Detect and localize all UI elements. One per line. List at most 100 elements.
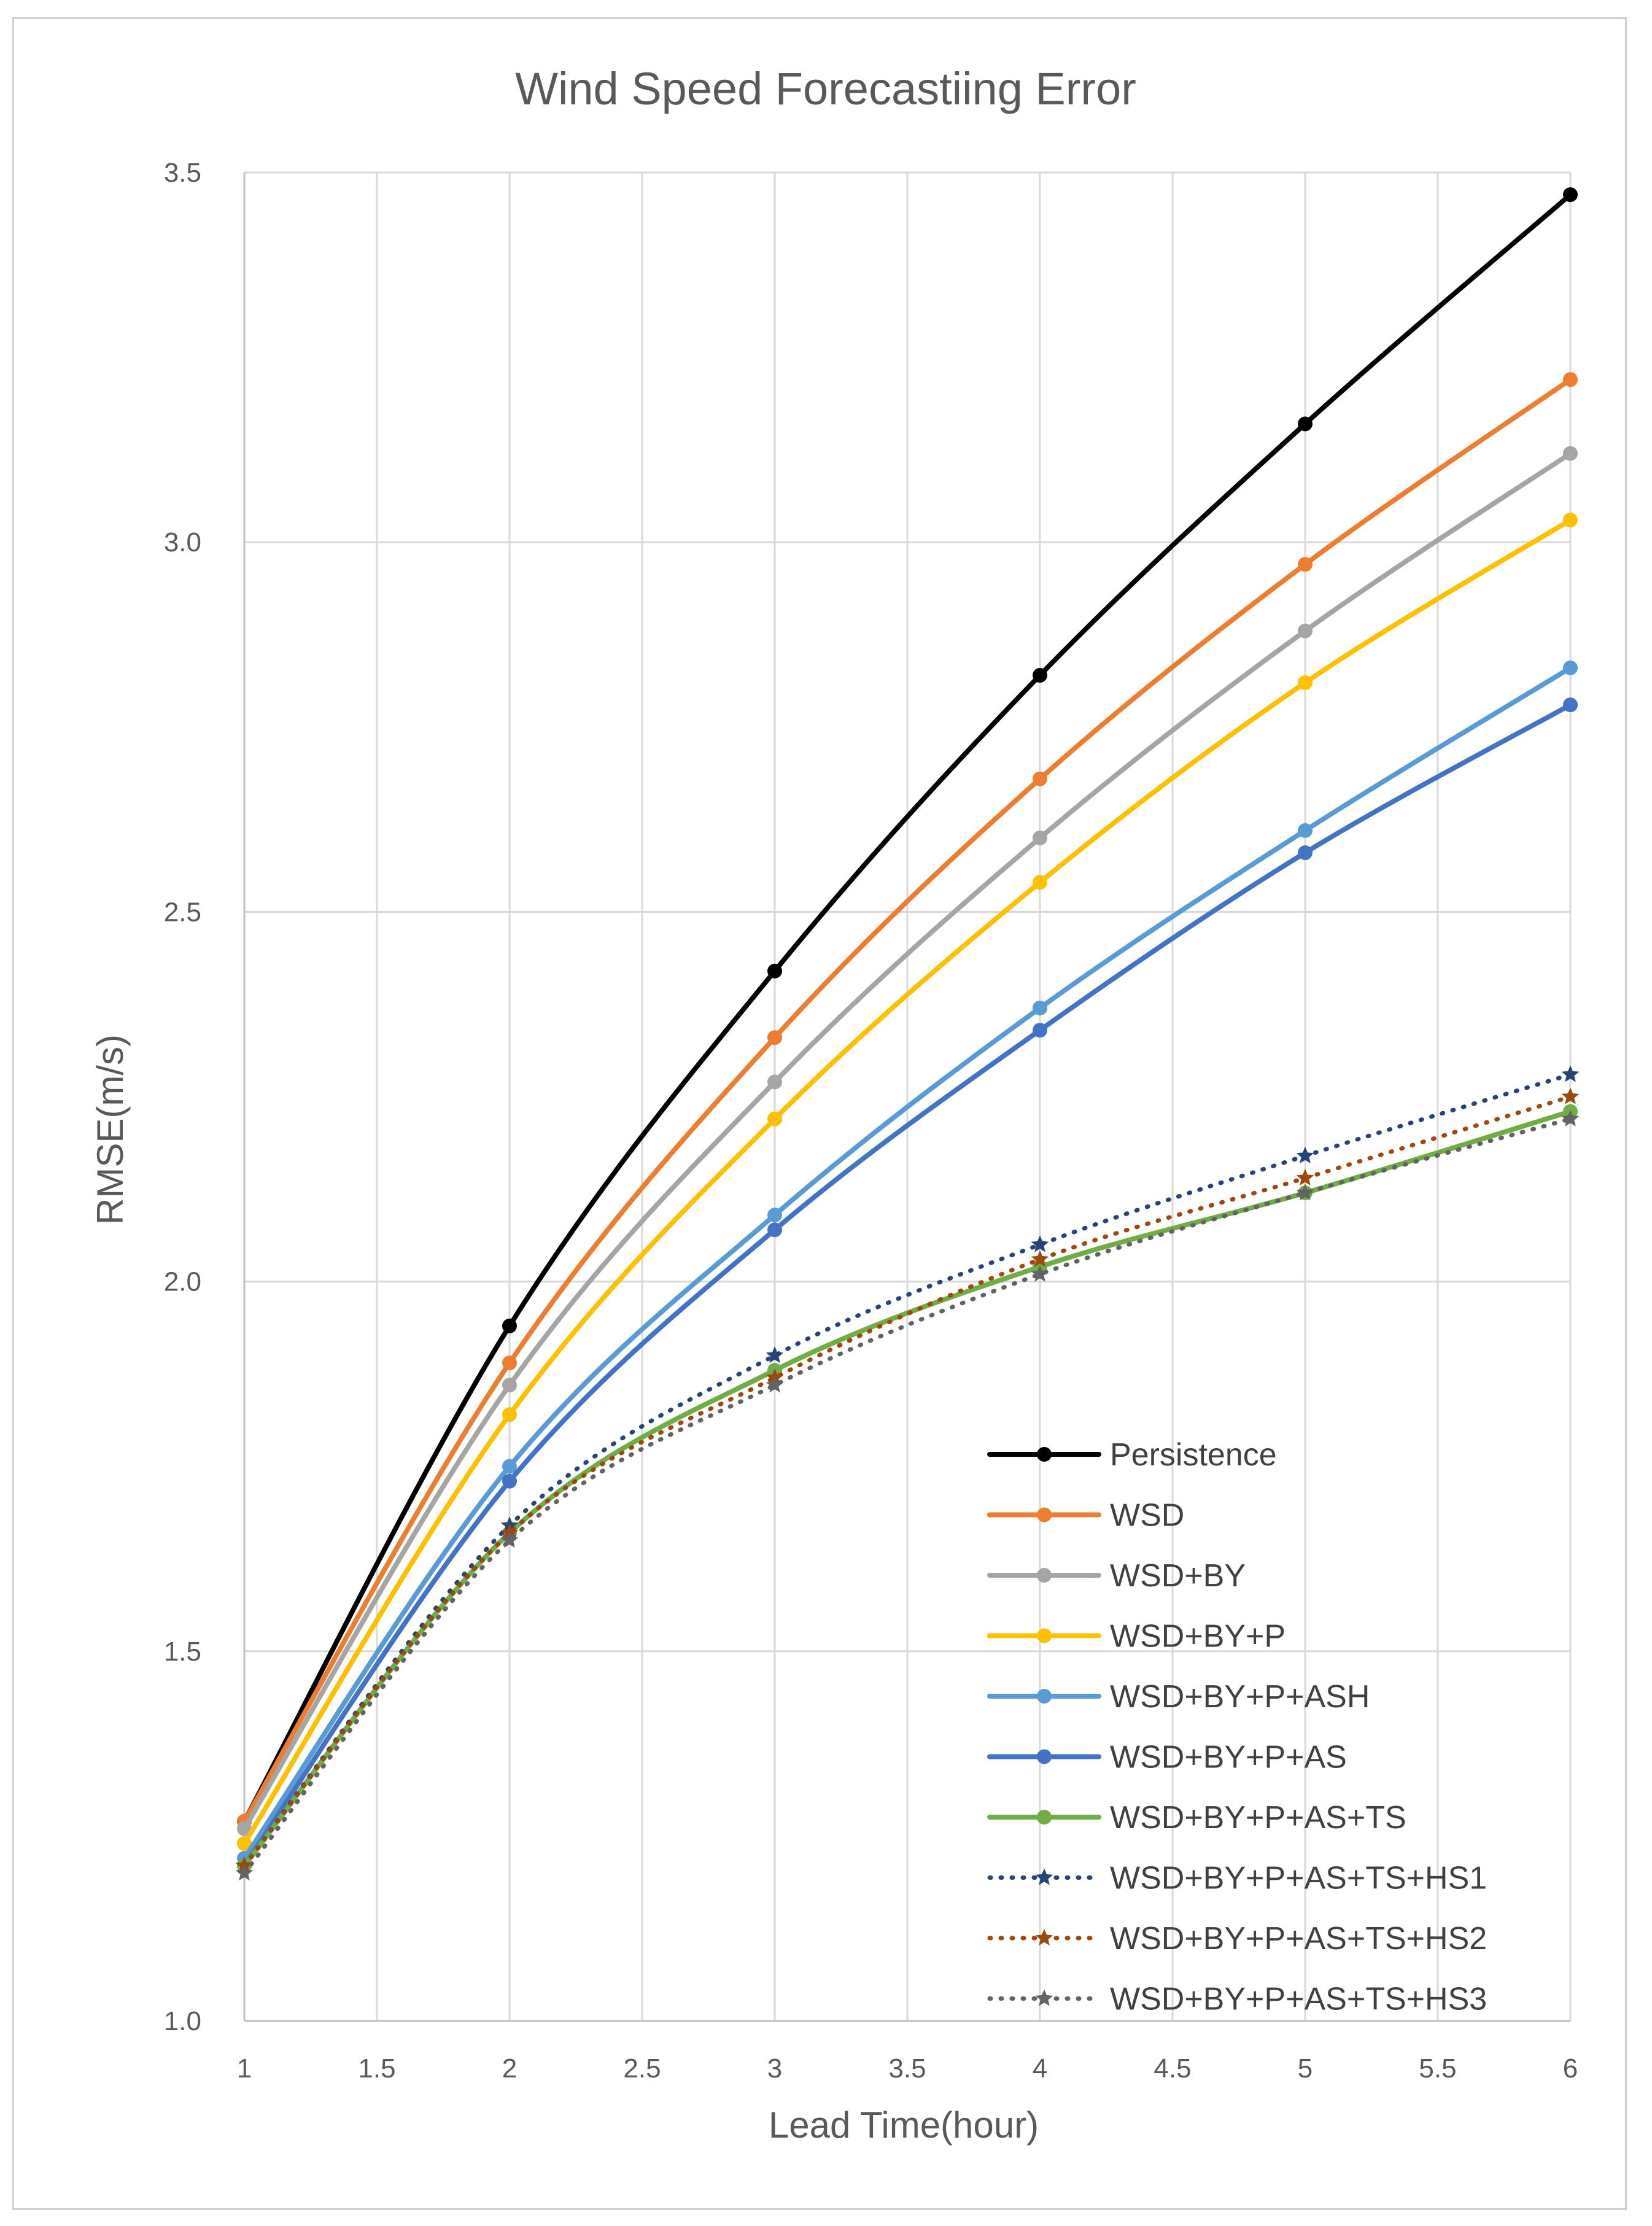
y-tick-label: 3.0 bbox=[164, 527, 201, 557]
data-point bbox=[1563, 446, 1578, 461]
legend-item-wsd-by-p-ash: WSD+BY+P+ASH bbox=[987, 1679, 1370, 1715]
data-point bbox=[767, 1222, 782, 1238]
legend-marker bbox=[1037, 1447, 1052, 1462]
data-point bbox=[1033, 1023, 1047, 1038]
data-point bbox=[1298, 416, 1313, 432]
data-point bbox=[767, 1074, 782, 1090]
data-point bbox=[767, 1208, 782, 1223]
legend: Persistence WSD WSD+BY WSD+BY+P WSD+BY+P+ASH… bbox=[987, 1437, 1487, 2017]
data-point bbox=[1563, 660, 1578, 675]
data-point bbox=[1298, 823, 1313, 838]
y-tick-label: 2.5 bbox=[164, 897, 201, 927]
legend-item-wsd-by-p-as-ts-hs3: WSD+BY+P+AS+TS+HS3 bbox=[987, 1982, 1487, 2017]
legend-item-wsd-by-p-as-ts: WSD+BY+P+AS+TS bbox=[987, 1800, 1406, 1836]
series-line bbox=[242, 192, 1573, 1824]
data-point bbox=[1298, 845, 1313, 861]
data-point bbox=[1033, 875, 1047, 890]
data-point bbox=[766, 1376, 784, 1393]
x-axis-label: Lead Time(hour) bbox=[769, 2104, 1039, 2146]
legend-item-wsd-by-p-as-ts-hs2: WSD+BY+P+AS+TS+HS2 bbox=[987, 1921, 1487, 1956]
y-tick-label: 1.5 bbox=[164, 1637, 201, 1667]
series-line bbox=[242, 377, 1573, 1824]
legend-marker bbox=[1037, 1689, 1052, 1704]
data-point bbox=[1563, 372, 1578, 387]
data-point bbox=[1031, 1235, 1049, 1252]
data-point bbox=[1033, 830, 1047, 845]
data-point bbox=[502, 1473, 517, 1489]
data-point bbox=[1561, 1109, 1580, 1127]
x-tick-label: 4 bbox=[1033, 2053, 1047, 2084]
x-tick-label: 2.5 bbox=[623, 2053, 661, 2084]
data-point bbox=[1296, 1184, 1314, 1201]
x-tick-label: 1.5 bbox=[358, 2053, 395, 2084]
legend-item-wsd-by: WSD+BY bbox=[987, 1558, 1246, 1594]
x-tick-label: 4.5 bbox=[1154, 2053, 1191, 2084]
series-wsd-by-p-ash bbox=[237, 660, 1578, 1866]
x-tick-label: 5.5 bbox=[1419, 2053, 1456, 2084]
data-point bbox=[237, 1836, 252, 1851]
axes: 1 1.5 2 2.5 3 3.5 4 4.5 5 5.5 6 1.0 1.5 2.0 2.5 3.0 3.5 bbox=[164, 158, 1578, 2084]
legend-label: WSD+BY+P+ASH bbox=[1110, 1679, 1370, 1715]
x-tick-label: 2 bbox=[502, 2053, 517, 2084]
series-line bbox=[242, 451, 1573, 1831]
legend-marker bbox=[1037, 1810, 1052, 1825]
data-point bbox=[502, 1318, 517, 1333]
legend-item-wsd-by-p-as: WSD+BY+P+AS bbox=[987, 1740, 1347, 1775]
legend-label: WSD+BY bbox=[1110, 1558, 1246, 1594]
x-tick-label: 5 bbox=[1298, 2053, 1313, 2084]
data-point bbox=[500, 1531, 519, 1548]
data-point bbox=[1031, 1250, 1049, 1267]
legend-label: WSD+BY+P+AS+TS+HS1 bbox=[1110, 1861, 1487, 1896]
data-point bbox=[1563, 513, 1578, 528]
x-tick-label: 1 bbox=[237, 2053, 252, 2084]
legend-label: WSD+BY+P bbox=[1110, 1619, 1286, 1654]
data-point bbox=[1296, 1146, 1314, 1163]
legend-label: WSD bbox=[1110, 1498, 1184, 1534]
chart-title: Wind Speed Forecastiing Error bbox=[515, 63, 1136, 114]
legend-item-wsd-by-p-as-ts-hs1: WSD+BY+P+AS+TS+HS1 bbox=[987, 1861, 1487, 1896]
data-point bbox=[1296, 1169, 1314, 1186]
series-wsd bbox=[237, 372, 1578, 1829]
gridlines bbox=[244, 171, 1572, 2021]
data-point bbox=[767, 1030, 782, 1045]
legend-item-persistence: Persistence bbox=[987, 1437, 1277, 1473]
legend-item-wsd-by-p: WSD+BY+P bbox=[987, 1619, 1286, 1654]
series-line bbox=[242, 1117, 1573, 1875]
series-wsd-by-p bbox=[237, 513, 1578, 1851]
data-point bbox=[235, 1864, 254, 1881]
legend-marker bbox=[1035, 1929, 1053, 1946]
data-point bbox=[502, 1459, 517, 1474]
series-line bbox=[242, 665, 1573, 1861]
data-point bbox=[766, 1346, 784, 1363]
legend-marker bbox=[1035, 1868, 1053, 1885]
legend-label: WSD+BY+P+AS bbox=[1110, 1740, 1347, 1775]
legend-marker bbox=[1037, 1628, 1052, 1643]
legend-label: WSD+BY+P+AS+TS bbox=[1110, 1800, 1406, 1836]
data-point bbox=[1298, 623, 1313, 638]
data-point bbox=[1033, 1000, 1047, 1015]
data-point bbox=[502, 1378, 517, 1393]
legend-label: WSD+BY+P+AS+TS+HS3 bbox=[1110, 1982, 1487, 2017]
series-line bbox=[242, 1072, 1573, 1868]
data-point bbox=[767, 1111, 782, 1127]
legend-label: Persistence bbox=[1110, 1437, 1277, 1473]
series-line bbox=[242, 702, 1573, 1869]
data-point bbox=[1031, 1265, 1049, 1282]
series-line bbox=[242, 1095, 1573, 1868]
y-tick-label: 1.0 bbox=[164, 2006, 201, 2036]
legend-item-wsd: WSD bbox=[987, 1498, 1184, 1534]
legend-label: WSD+BY+P+AS+TS+HS2 bbox=[1110, 1921, 1487, 1956]
y-axis-label: RMSE(m/s) bbox=[90, 1034, 131, 1225]
legend-marker bbox=[1037, 1749, 1052, 1764]
data-point bbox=[502, 1355, 517, 1371]
chart-frame bbox=[12, 17, 1627, 2210]
data-point bbox=[1298, 675, 1313, 691]
data-point bbox=[1033, 771, 1047, 786]
x-tick-label: 3.5 bbox=[888, 2053, 926, 2084]
data-point bbox=[1561, 1087, 1580, 1104]
series-layer bbox=[235, 187, 1580, 1881]
y-tick-label: 3.5 bbox=[164, 158, 201, 188]
data-point bbox=[1563, 187, 1578, 203]
x-tick-label: 3 bbox=[767, 2053, 782, 2084]
